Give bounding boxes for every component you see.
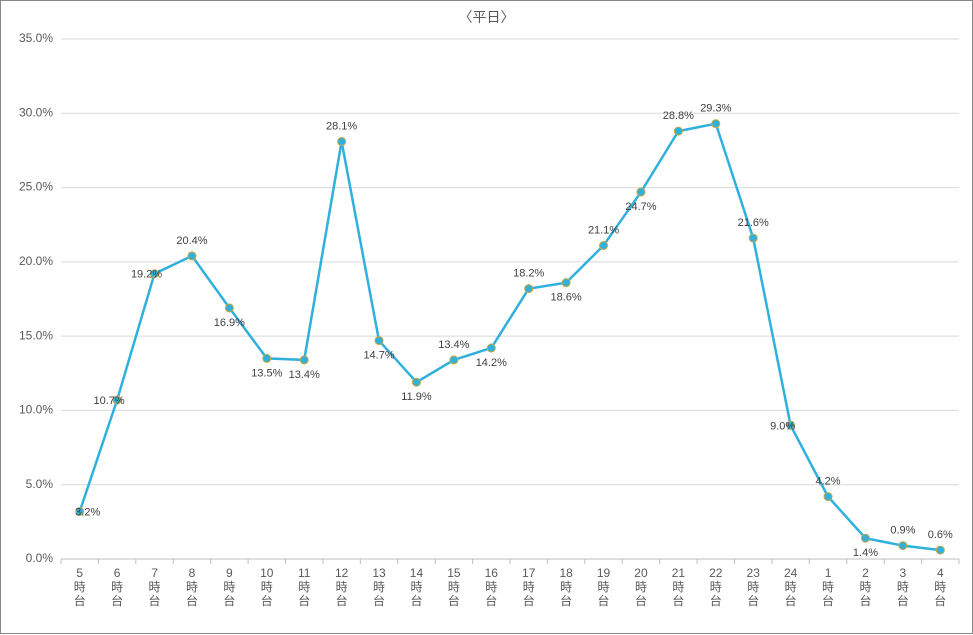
data-label: 18.2% bbox=[513, 268, 544, 280]
data-label: 24.7% bbox=[625, 201, 656, 213]
x-tick-label: 11時台 bbox=[298, 566, 311, 608]
data-label: 19.2% bbox=[131, 269, 162, 281]
data-marker bbox=[637, 188, 645, 196]
data-marker bbox=[450, 356, 458, 364]
data-marker bbox=[861, 534, 869, 542]
data-label: 21.6% bbox=[738, 217, 769, 229]
chart-svg: 0.0% 5.0% 10.0% 15.0% 20.0% 25.0% 30.0% 35.0% 5時… bbox=[1, 1, 973, 635]
data-label: 20.4% bbox=[176, 235, 207, 247]
x-tick-label: 18時台 bbox=[559, 566, 573, 608]
data-label: 13.5% bbox=[251, 367, 282, 379]
x-tick-label: 17時台 bbox=[522, 566, 536, 608]
x-tick-label: 14時台 bbox=[410, 566, 424, 608]
x-tick-label: 9時台 bbox=[223, 566, 235, 608]
data-label: 11.9% bbox=[401, 391, 432, 403]
x-tick-label: 13時台 bbox=[372, 566, 386, 608]
data-label: 16.9% bbox=[214, 317, 245, 329]
data-marker bbox=[525, 285, 533, 293]
data-marker bbox=[824, 493, 832, 501]
x-tick-label: 19時台 bbox=[597, 566, 611, 608]
x-tick-label: 6時台 bbox=[111, 566, 123, 608]
data-label: 13.4% bbox=[438, 339, 469, 351]
x-tick-label: 8時台 bbox=[186, 566, 198, 608]
x-tick-label: 3時台 bbox=[897, 566, 909, 608]
data-marker bbox=[600, 242, 608, 250]
data-label: 10.7% bbox=[94, 395, 125, 407]
data-marker bbox=[412, 378, 420, 386]
x-tick-label: 7時台 bbox=[149, 566, 161, 608]
data-marker bbox=[712, 120, 720, 128]
data-marker bbox=[338, 138, 346, 146]
x-tick-label: 2時台 bbox=[859, 566, 871, 608]
data-label: 9.0% bbox=[770, 420, 795, 432]
data-marker bbox=[263, 354, 271, 362]
x-tick-label: 1時台 bbox=[822, 566, 834, 608]
data-label: 0.6% bbox=[928, 529, 953, 541]
data-label: 28.1% bbox=[326, 121, 357, 133]
data-marker bbox=[936, 546, 944, 554]
data-label: 3.2% bbox=[75, 506, 100, 518]
data-marker bbox=[899, 542, 907, 550]
y-tick-label: 30.0% bbox=[19, 105, 53, 119]
data-marker bbox=[487, 344, 495, 352]
data-marker bbox=[300, 356, 308, 364]
data-label: 14.7% bbox=[363, 350, 394, 362]
x-tick-label: 10時台 bbox=[260, 566, 274, 608]
data-marker bbox=[188, 252, 196, 260]
data-label: 13.4% bbox=[289, 369, 320, 381]
y-tick-label: 25.0% bbox=[19, 180, 53, 194]
data-label: 1.4% bbox=[853, 547, 878, 559]
x-tick-label: 24時台 bbox=[784, 566, 798, 608]
data-marker bbox=[749, 234, 757, 242]
y-tick-label: 15.0% bbox=[19, 328, 53, 342]
data-marker bbox=[225, 304, 233, 312]
x-tick-label: 5時台 bbox=[74, 566, 86, 608]
x-tick-label: 21時台 bbox=[672, 566, 686, 608]
x-tick-label: 22時台 bbox=[709, 566, 723, 608]
x-tick-label: 15時台 bbox=[447, 566, 461, 608]
data-label: 18.6% bbox=[551, 292, 582, 304]
y-tick-label: 0.0% bbox=[26, 551, 54, 565]
chart-container: 〈平日〉 0.0%5.0%10.0%15.0%20.0%25.0%30.0%35… bbox=[0, 0, 973, 634]
x-tick-label: 23時台 bbox=[747, 566, 761, 608]
y-tick-label: 35.0% bbox=[19, 31, 53, 45]
x-tick-label: 4時台 bbox=[934, 566, 946, 608]
data-label: 21.1% bbox=[588, 225, 619, 237]
x-tick-label: 16時台 bbox=[485, 566, 499, 608]
y-tick-label: 5.0% bbox=[26, 477, 54, 491]
y-tick-label: 10.0% bbox=[19, 403, 53, 417]
data-marker bbox=[562, 279, 570, 287]
data-label: 4.2% bbox=[816, 476, 841, 488]
data-label: 29.3% bbox=[700, 103, 731, 115]
data-marker bbox=[375, 337, 383, 345]
data-label: 28.8% bbox=[663, 110, 694, 122]
x-tick-label: 20時台 bbox=[634, 566, 648, 608]
data-label: 14.2% bbox=[476, 357, 507, 369]
x-tick-label: 12時台 bbox=[335, 566, 349, 608]
data-label: 0.9% bbox=[890, 525, 915, 537]
y-tick-label: 20.0% bbox=[19, 254, 53, 268]
data-marker bbox=[674, 127, 682, 135]
